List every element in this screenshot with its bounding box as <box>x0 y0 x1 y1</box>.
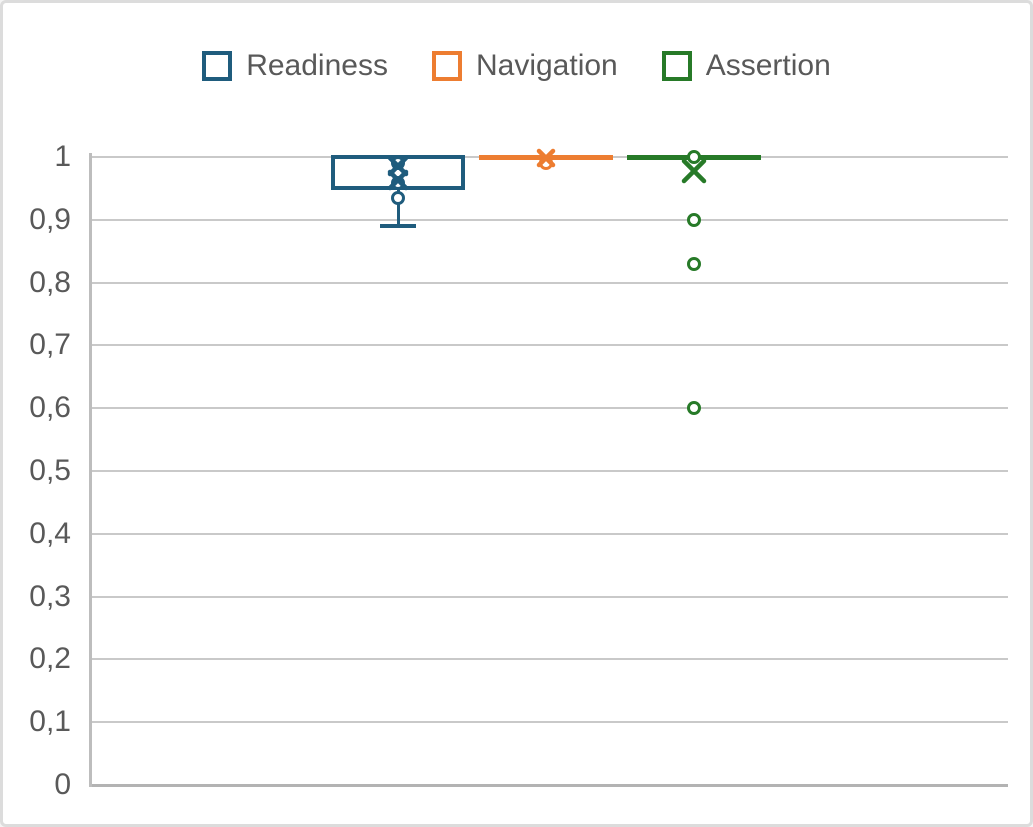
legend: Readiness Navigation Assertion <box>3 51 1030 81</box>
whisker-cap <box>380 224 416 229</box>
mean-x-marker <box>536 149 556 168</box>
gridline <box>92 218 1008 221</box>
whisker-line <box>396 188 400 227</box>
legend-label: Assertion <box>705 49 831 82</box>
outlier-circle <box>687 256 701 271</box>
y-axis-label: 0,4 <box>29 516 71 550</box>
gridline <box>92 532 1008 535</box>
gridline <box>92 595 1008 598</box>
y-axis-label: 0,1 <box>29 705 71 739</box>
legend-item-assertion: Assertion <box>661 49 831 82</box>
outlier-circle <box>687 150 701 164</box>
outlier-circle <box>391 190 405 205</box>
y-axis-line <box>89 153 92 787</box>
plot-area: 1 0,9 0,8 0,7 0,6 0,5 0,4 0,3 0,2 0,1 0 <box>3 3 1030 824</box>
y-axis-label: 0,7 <box>29 328 71 362</box>
gridline <box>92 407 1008 410</box>
gridline <box>92 721 1008 724</box>
gridline <box>92 658 1008 661</box>
legend-swatch <box>431 51 462 81</box>
y-axis-label: 0 <box>54 768 71 801</box>
y-axis-label: 0,6 <box>29 391 71 425</box>
gridline <box>92 344 1008 347</box>
legend-label: Navigation <box>475 49 618 82</box>
y-axis-label: 0,5 <box>29 454 71 487</box>
y-axis-label: 1 <box>54 140 71 173</box>
gridline <box>92 470 1008 472</box>
gridline <box>92 784 1008 787</box>
mean-x-marker <box>681 158 707 184</box>
legend-swatch <box>661 51 692 81</box>
legend-label: Readiness <box>246 49 388 82</box>
y-axis-label: 0,3 <box>29 579 71 613</box>
outlier-circle <box>687 212 701 227</box>
gridline <box>92 281 1008 284</box>
y-axis-label: 0,8 <box>29 265 71 299</box>
mean-x-marker <box>387 169 409 191</box>
legend-item-navigation: Navigation <box>431 49 618 82</box>
y-axis-label: 0,9 <box>29 202 71 236</box>
legend-item-readiness: Readiness <box>202 51 388 81</box>
y-axis-label: 0,2 <box>29 642 71 676</box>
legend-swatch <box>202 51 233 81</box>
outlier-circle <box>687 401 701 416</box>
